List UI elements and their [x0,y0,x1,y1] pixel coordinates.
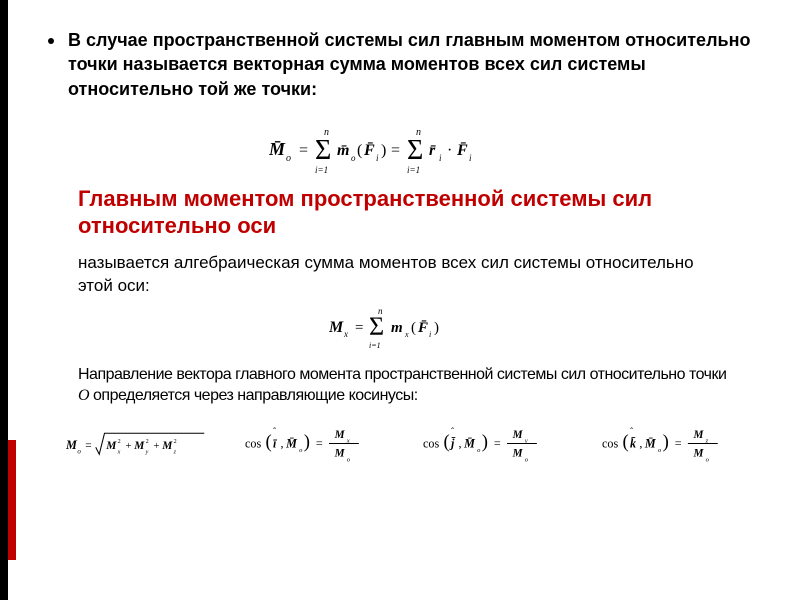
svg-text:=: = [85,440,91,452]
svg-text:ī: ī [273,436,278,450]
svg-text:2: 2 [118,439,121,445]
svg-text:o: o [658,447,662,454]
svg-text:i: i [439,153,442,163]
svg-text:o: o [299,447,303,454]
svg-text:): ) [482,431,488,452]
svg-text:,: , [459,436,462,450]
svg-text:2: 2 [146,439,149,445]
svg-text:M: M [329,319,344,336]
slide: В случае пространственной системы сил гл… [0,0,800,600]
svg-text:M: M [333,448,345,460]
svg-text:ˆ: ˆ [273,426,277,437]
svg-text:M̄: M̄ [285,436,298,450]
svg-text:Σ: Σ [369,312,384,341]
svg-text:cos: cos [423,436,439,450]
para2-post: определяется через направляющие косинусы… [89,387,418,404]
svg-text:): ) [381,142,386,159]
svg-text:o: o [706,456,710,463]
svg-text:x: x [404,330,409,339]
svg-text:i: i [376,153,379,163]
svg-text:M: M [161,440,173,452]
formula-cos-k: cos ( k̄ ˆ , M̄ o ) = M z M o [602,423,742,469]
svg-text:o: o [477,447,481,454]
svg-text:(: ( [623,431,629,452]
svg-text:cos: cos [602,436,618,450]
svg-text:): ) [303,431,309,452]
svg-text:o: o [77,447,81,455]
svg-text:F̄: F̄ [456,140,468,158]
bottom-row: M o = M x 2 + M y 2 + M z 2 [66,423,742,469]
svg-text:i: i [469,153,472,163]
svg-text:m: m [391,320,403,336]
svg-text:M: M [692,429,704,441]
svg-text:,: , [639,436,642,450]
svg-text:i: i [429,330,431,339]
svg-text:y: y [145,449,149,455]
svg-text:=: = [299,142,308,159]
svg-text:=: = [675,436,682,450]
para-axis: называется алгебраическая сумма моментов… [78,252,730,298]
svg-text:i=1: i=1 [407,165,420,175]
svg-text:2: 2 [174,439,177,445]
svg-text:cos: cos [245,436,261,450]
svg-text:=: = [494,436,501,450]
svg-text:(: ( [444,431,450,452]
bullet-icon [48,38,54,44]
accent-bar [8,440,16,560]
svg-text:Σ: Σ [315,135,331,166]
svg-text:): ) [663,431,669,452]
svg-text:z: z [173,449,177,455]
lead-block: В случае пространственной системы сил гл… [48,28,760,101]
svg-text:M: M [133,440,145,452]
formula-mx: M x = n Σ i=1 m x ( F̄ i ) [329,304,479,350]
svg-text:x: x [117,449,121,455]
lead-text: В случае пространственной системы сил гл… [68,28,760,101]
svg-text:M: M [512,448,524,460]
svg-text:+: + [126,441,132,452]
svg-text:j̄: j̄ [449,436,456,450]
svg-text:o: o [286,153,291,164]
svg-text:): ) [434,320,439,336]
para2-pre: Направление вектора главного момента про… [78,366,726,383]
subhead: Главным моментом пространственной систем… [78,185,730,240]
svg-text:o: o [351,153,356,163]
svg-text:=: = [391,142,400,159]
svg-text:ˆ: ˆ [451,426,455,437]
svg-text:M: M [692,448,704,460]
svg-text:o: o [525,456,529,463]
svg-text:m̄: m̄ [337,142,349,159]
svg-text:=: = [355,320,363,336]
svg-text:M̄: M̄ [269,139,286,159]
svg-text:·: · [447,142,452,159]
svg-text:F̄: F̄ [363,140,375,158]
svg-text:M: M [105,440,117,452]
svg-text:Σ: Σ [407,135,423,166]
para-cosines: Направление вектора главного момента про… [78,364,730,407]
svg-text:(: ( [357,142,362,159]
svg-text:M̄: M̄ [644,436,657,450]
svg-text:o: o [346,456,350,463]
svg-text:M: M [512,429,524,441]
svg-text:F̄: F̄ [417,320,428,336]
svg-text:M̄: M̄ [463,436,476,450]
formula-main: M̄ o = n Σ i=1 m̄ o ( F̄ i ) = n Σ i=1 r… [269,125,539,175]
svg-text:x: x [343,329,348,339]
svg-text:+: + [154,441,160,452]
svg-text:M: M [66,438,78,452]
point-o: O [78,387,89,404]
svg-text:(: ( [411,320,416,336]
svg-text:r̄: r̄ [429,142,436,159]
svg-text:i=1: i=1 [369,341,381,350]
svg-text:(: ( [265,431,271,452]
formula-cos-i: cos ( ī ˆ , M̄ o ) = M x M o [245,423,385,469]
svg-text:=: = [316,436,323,450]
svg-text:,: , [280,436,283,450]
formula-cos-j: cos ( j̄ ˆ , M̄ o ) = M y M o [423,423,563,469]
svg-text:i=1: i=1 [315,165,328,175]
svg-text:k̄: k̄ [630,436,636,450]
formula-magnitude: M o = M x 2 + M y 2 + M z 2 [66,428,206,465]
svg-text:M: M [333,429,345,441]
